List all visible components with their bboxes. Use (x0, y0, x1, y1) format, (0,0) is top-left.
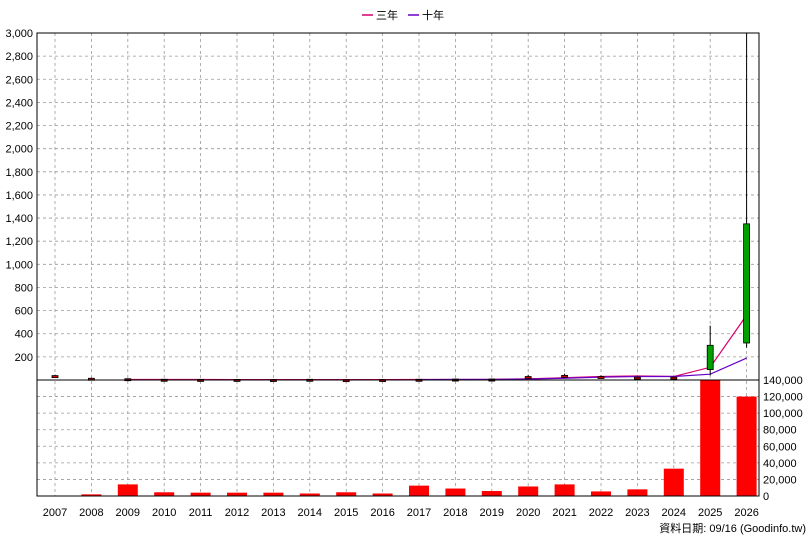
price-tick-label: 2,800 (5, 51, 33, 63)
volume-grid (37, 379, 759, 480)
volume-tick-label: 140,000 (763, 375, 803, 387)
price-grid (37, 32, 759, 496)
year-tick-label: 2009 (116, 507, 140, 519)
volume-bar-2016 (372, 493, 393, 496)
price-tick-label: 2,200 (5, 121, 33, 133)
year-tick-label: 2019 (480, 507, 504, 519)
price-tick-label: 3,000 (5, 28, 33, 40)
year-tick-label: 2008 (79, 507, 103, 519)
price-tick-label: 400 (15, 329, 33, 341)
volume-bar-2021 (554, 484, 575, 496)
year-tick-label: 2016 (370, 507, 394, 519)
year-tick-label: 2014 (298, 507, 322, 519)
volume-bar-2020 (518, 486, 539, 496)
volume-bars (81, 380, 757, 496)
price-tick-label: 2,000 (5, 144, 33, 156)
year-tick-label: 2023 (625, 507, 649, 519)
legend-label-三年: 三年 (376, 8, 398, 22)
volume-tick-label: 60,000 (763, 441, 797, 453)
year-tick-label: 2025 (698, 507, 722, 519)
volume-bar-2024 (663, 468, 684, 496)
candle-body-2007 (51, 375, 59, 379)
year-tick-label: 2017 (407, 507, 431, 519)
volume-tick-label: 40,000 (763, 458, 797, 470)
volume-bar-2025 (700, 380, 721, 496)
year-tick-label: 2026 (734, 507, 758, 519)
volume-plot-frame (36, 379, 760, 497)
year-tick-label: 2015 (334, 507, 358, 519)
price-tick-label: 2,400 (5, 97, 33, 109)
candle-body-2025 (706, 344, 714, 370)
volume-bar-2015 (336, 492, 357, 496)
legend-label-十年: 十年 (422, 8, 444, 22)
volume-bar-2008 (81, 494, 102, 496)
volume-tick-label: 100,000 (763, 408, 803, 420)
year-tick-label: 2022 (589, 507, 613, 519)
volume-bar-2013 (263, 492, 284, 496)
volume-bar-2011 (190, 492, 211, 496)
year-tick-label: 2011 (189, 507, 213, 519)
volume-tick-label: 20,000 (763, 474, 797, 486)
volume-bar-2014 (299, 493, 320, 496)
volume-bar-2023 (627, 489, 648, 496)
year-tick-label: 2024 (662, 507, 686, 519)
candle-body-2024 (670, 376, 678, 380)
price-tick-label: 2,600 (5, 74, 33, 86)
moving-average-lines (127, 314, 748, 381)
candle-body-2026 (743, 223, 750, 344)
price-tick-label: 200 (15, 352, 33, 364)
candlesticks (51, 33, 750, 383)
volume-tick-label: 120,000 (763, 392, 803, 404)
candle-body-2023 (634, 376, 641, 380)
price-tick-label: 1,600 (5, 190, 33, 202)
volume-bar-2022 (591, 491, 611, 496)
volume-bar-2018 (445, 488, 466, 496)
year-tick-label: 2018 (443, 507, 467, 519)
price-tick-label: 1,800 (5, 167, 33, 179)
legend: 三年 十年 (362, 8, 444, 22)
year-tick-label: 2012 (225, 507, 249, 519)
price-tick-label: 1,000 (5, 259, 33, 271)
year-tick-label: 2013 (261, 507, 285, 519)
volume-bar-2012 (227, 492, 247, 496)
ma-line-十年 (418, 357, 747, 381)
volume-bar-2017 (409, 485, 429, 496)
volume-tick-label: 80,000 (763, 425, 797, 437)
year-tick-label: 2021 (552, 507, 576, 519)
volume-bar-2019 (481, 491, 502, 496)
price-tick-label: 600 (15, 306, 33, 318)
year-tick-label: 2007 (43, 507, 67, 519)
volume-bar-2010 (154, 492, 175, 496)
axes: 200 400 600 800 1,000 1,200 1,400 1,600 1,800 2,0… (5, 28, 802, 519)
price-tick-label: 1,400 (5, 213, 33, 225)
ma-line-三年 (127, 314, 748, 381)
price-tick-label: 1,200 (5, 236, 33, 248)
candle-body-2020 (524, 376, 532, 379)
volume-tick-label: 0 (763, 491, 769, 503)
year-tick-label: 2010 (152, 507, 176, 519)
footer-date: 資料日期: 09/16 (Goodinfo.tw) (659, 521, 806, 535)
volume-bar-2009 (117, 484, 138, 496)
candle-body-2022 (597, 376, 605, 379)
price-tick-label: 800 (15, 282, 33, 294)
candle-body-2021 (561, 374, 568, 378)
year-tick-label: 2020 (516, 507, 540, 519)
price-plot-frame (36, 32, 760, 381)
volume-bar-2026 (736, 396, 757, 496)
